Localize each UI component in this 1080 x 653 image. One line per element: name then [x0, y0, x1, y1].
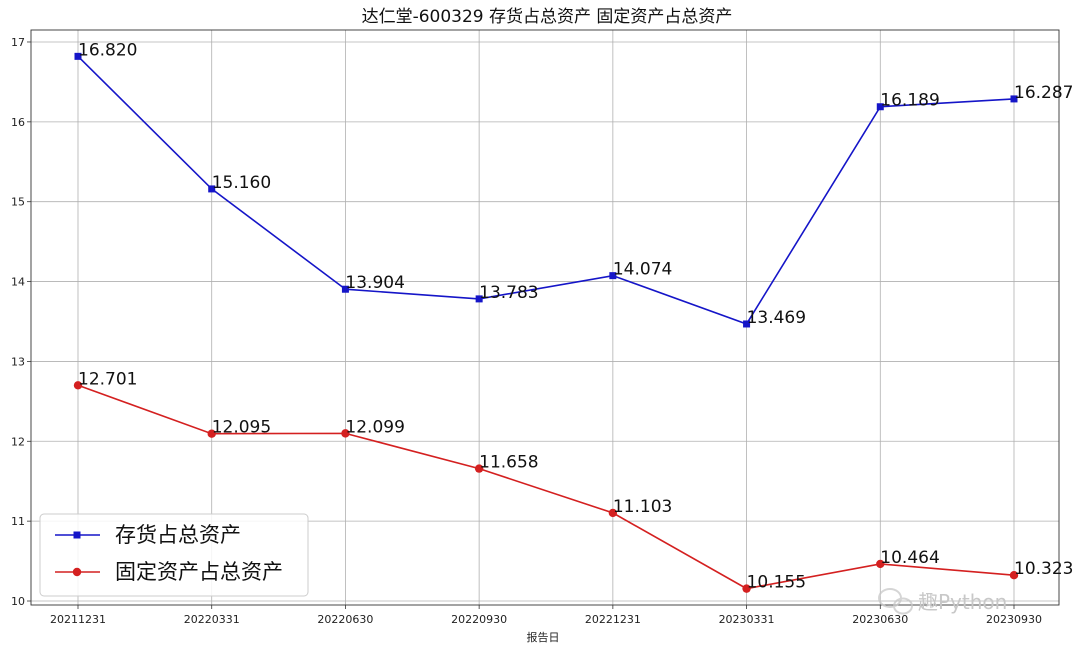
data-point	[608, 508, 618, 518]
plot-frame	[30, 29, 1060, 606]
legend-marker-1	[72, 567, 82, 577]
series-group	[73, 52, 1019, 593]
data-label: 13.783	[479, 283, 538, 303]
data-labels: 16.820 15.160 13.904 13.783 14.074 13.469 16.1…	[78, 40, 1073, 592]
data-point	[742, 584, 751, 593]
y-tick-label: 16	[11, 116, 25, 129]
data-point	[208, 185, 216, 193]
data-point	[74, 52, 82, 60]
legend: 存货占总资产 固定资产占总资产	[39, 513, 309, 597]
data-label: 11.658	[479, 453, 538, 473]
legend-marker-0	[73, 531, 81, 539]
series-line-1	[77, 384, 1015, 590]
data-label: 10.155	[747, 573, 806, 593]
x-tick-label: 20230930	[986, 613, 1042, 626]
series-line-0	[77, 55, 1015, 325]
x-tick-label: 20220331	[184, 613, 240, 626]
data-label: 16.287	[1014, 83, 1073, 103]
watermark-text: 趣Python	[918, 590, 1007, 614]
data-point	[1010, 95, 1018, 103]
y-tick-label: 15	[11, 196, 25, 209]
data-point	[474, 464, 484, 473]
data-point	[743, 320, 751, 328]
wechat-icon	[878, 588, 913, 615]
data-point	[1009, 571, 1019, 580]
chart-title: 达仁堂-600329 存货占总资产 固定资产占总资产	[362, 7, 733, 27]
data-label: 11.103	[613, 497, 672, 517]
data-label: 15.160	[212, 173, 271, 193]
axes: 10 11 12 13 14 15 16 17 20211231 20220331 20220630…	[11, 29, 1060, 626]
data-label: 14.074	[613, 260, 672, 280]
y-tick-label: 10	[11, 595, 25, 608]
data-point	[876, 103, 884, 111]
data-label: 16.189	[880, 91, 939, 111]
watermark: 趣Python	[878, 588, 1007, 615]
x-axis-label: 报告日	[527, 630, 560, 644]
data-label: 10.464	[880, 548, 939, 568]
legend-box	[39, 513, 309, 597]
x-tick-label: 20211231	[50, 613, 106, 626]
legend-label-0: 存货占总资产	[115, 523, 241, 547]
data-point	[73, 381, 83, 390]
data-label: 16.820	[78, 40, 137, 60]
y-tick-label: 13	[11, 355, 25, 368]
y-tick-label: 11	[11, 515, 25, 528]
data-point	[341, 429, 350, 438]
data-label: 10.323	[1014, 559, 1073, 579]
data-label: 13.469	[747, 308, 806, 328]
data-point	[475, 295, 483, 303]
data-label: 12.095	[212, 418, 271, 438]
data-point	[609, 272, 617, 280]
x-tick-label: 20230630	[852, 613, 908, 626]
x-tick-label: 20220630	[317, 613, 373, 626]
y-tick-label: 17	[11, 36, 25, 49]
data-point	[341, 285, 349, 293]
legend-label-1: 固定资产占总资产	[115, 560, 283, 584]
data-point	[876, 559, 885, 569]
data-label: 13.904	[345, 273, 404, 293]
y-tick-label: 12	[11, 435, 25, 448]
data-label: 12.099	[345, 417, 404, 437]
y-tick-label: 14	[11, 276, 25, 289]
x-tick-label: 20220930	[451, 613, 507, 626]
data-label: 12.701	[78, 369, 137, 389]
x-tick-label: 20221231	[585, 613, 641, 626]
data-point	[207, 429, 216, 438]
x-tick-label: 20230331	[719, 613, 775, 626]
